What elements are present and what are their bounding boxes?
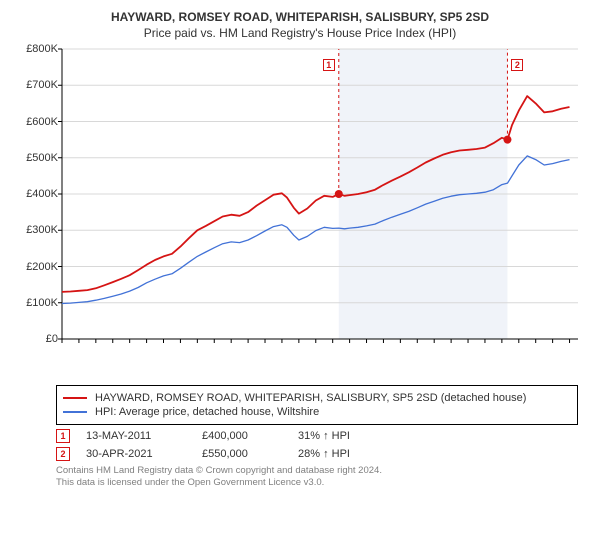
marker-price: £400,000 — [202, 430, 282, 442]
footer-line: This data is licensed under the Open Gov… — [56, 477, 578, 489]
marker-sample: 2 — [56, 447, 70, 461]
price-chart: £0£100K£200K£300K£400K£500K£600K£700K£80… — [18, 47, 584, 379]
footer-line: Contains HM Land Registry data © Crown c… — [56, 465, 578, 477]
legend-label: HAYWARD, ROMSEY ROAD, WHITEPARISH, SALIS… — [95, 392, 526, 404]
legend-box: HAYWARD, ROMSEY ROAD, WHITEPARISH, SALIS… — [56, 385, 578, 425]
marker-date: 13-MAY-2011 — [86, 430, 186, 442]
marker-table: 1 13-MAY-2011 £400,000 31% ↑ HPI 2 30-APR-202… — [56, 429, 578, 461]
legend-label: HPI: Average price, detached house, Wilt… — [95, 406, 319, 418]
marker-price: £550,000 — [202, 448, 282, 460]
page-title: HAYWARD, ROMSEY ROAD, WHITEPARISH, SALIS… — [14, 10, 586, 26]
legend-swatch — [63, 397, 87, 399]
marker-pct: 28% ↑ HPI — [298, 448, 388, 460]
plot-svg — [18, 47, 584, 379]
marker-date: 30-APR-2021 — [86, 448, 186, 460]
marker-box-1: 1 — [323, 59, 335, 71]
marker-row: 1 13-MAY-2011 £400,000 31% ↑ HPI — [56, 429, 578, 443]
legend-row: HPI: Average price, detached house, Wilt… — [63, 406, 571, 418]
legend-row: HAYWARD, ROMSEY ROAD, WHITEPARISH, SALIS… — [63, 392, 571, 404]
marker-box-2: 2 — [511, 59, 523, 71]
marker-pct: 31% ↑ HPI — [298, 430, 388, 442]
page-subtitle: Price paid vs. HM Land Registry's House … — [14, 26, 586, 42]
legend-swatch — [63, 411, 87, 413]
footer-note: Contains HM Land Registry data © Crown c… — [56, 465, 578, 489]
marker-row: 2 30-APR-2021 £550,000 28% ↑ HPI — [56, 447, 578, 461]
marker-sample: 1 — [56, 429, 70, 443]
